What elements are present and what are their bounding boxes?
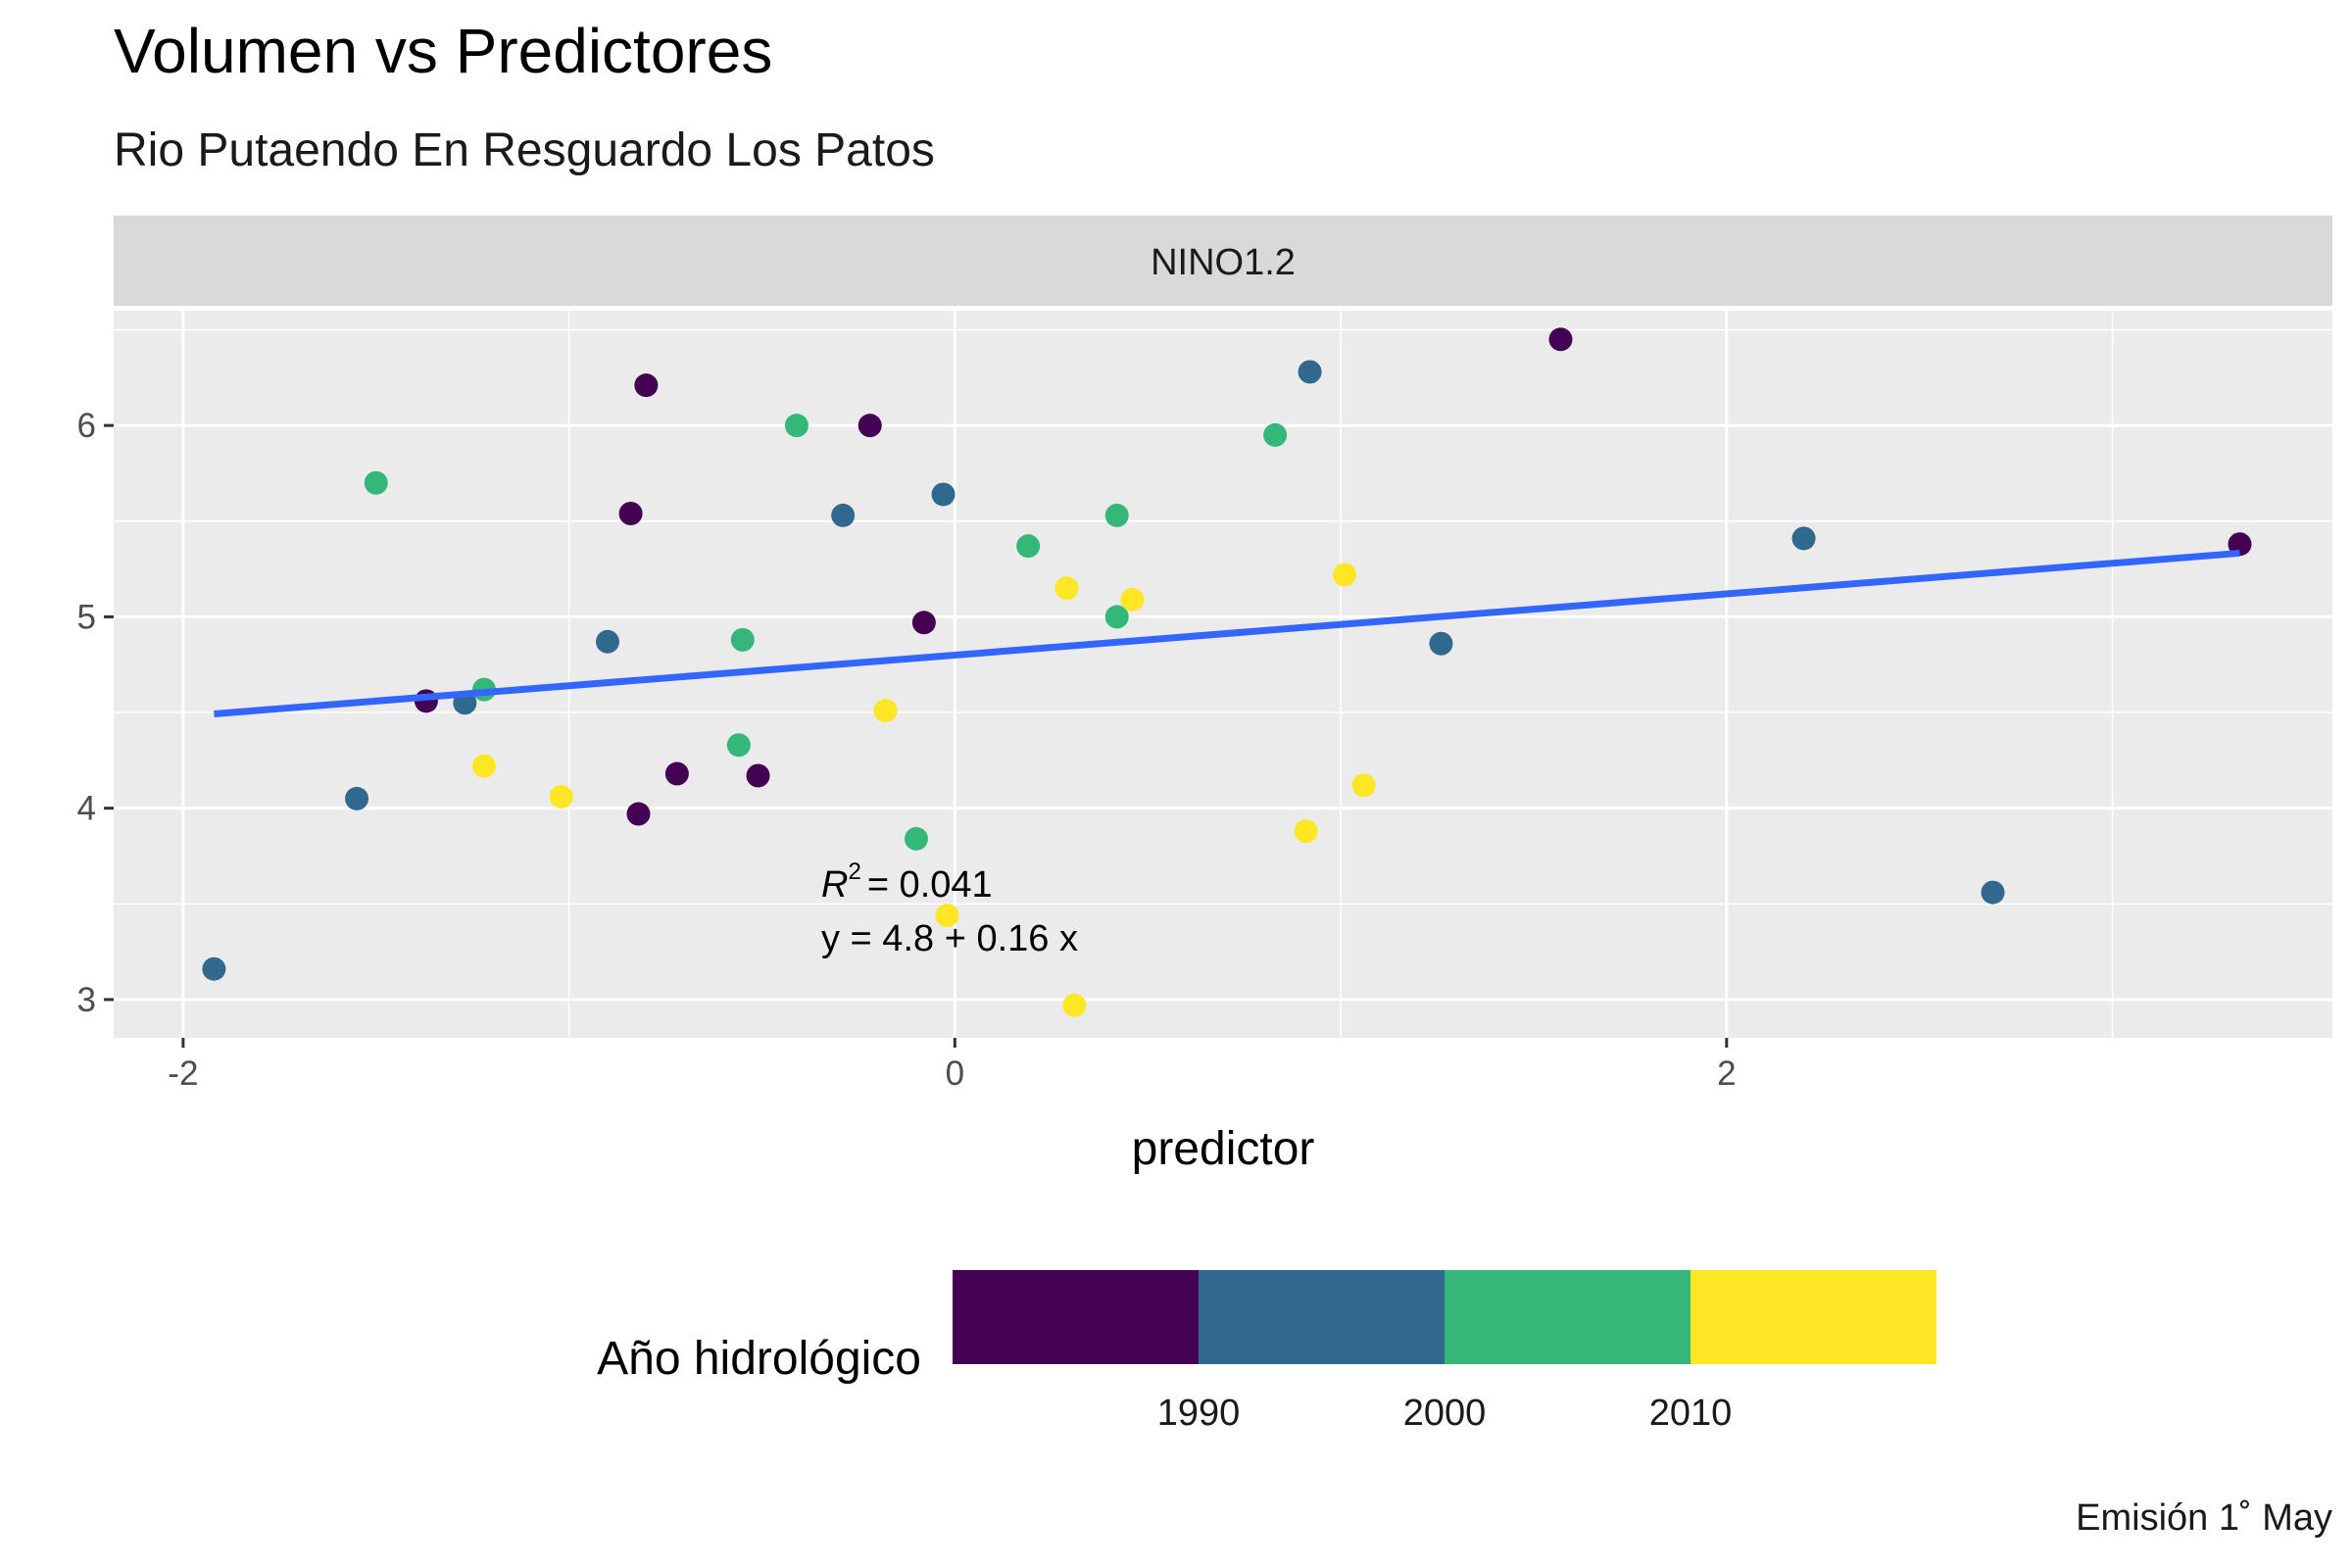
data-point <box>1333 563 1357 587</box>
data-point <box>746 763 770 788</box>
chart-subtitle: Rio Putaendo En Resguardo Los Patos <box>114 124 935 176</box>
data-point <box>345 786 369 810</box>
legend-swatch <box>1690 1270 1936 1364</box>
data-point <box>911 611 936 635</box>
facet-strip <box>114 216 2332 306</box>
data-point <box>1104 503 1129 527</box>
y-axis: 3 4 5 6 <box>77 407 114 1019</box>
data-point <box>904 826 928 851</box>
x-axis-title: predictor <box>1132 1123 1315 1175</box>
y-tick-label: 3 <box>77 981 96 1019</box>
data-point <box>1294 819 1318 844</box>
legend-swatch <box>953 1270 1199 1364</box>
data-point <box>1791 526 1816 551</box>
data-point <box>1429 631 1453 656</box>
regression-annotation: R2 = 0.041 y = 4.8 + 0.16 x <box>821 858 1078 959</box>
regression-line <box>214 549 2240 717</box>
data-point <box>2228 532 2252 557</box>
data-point <box>784 414 808 438</box>
legend-swatch <box>1445 1270 1690 1364</box>
regression-equation: y = 4.8 + 0.16 x <box>821 918 1078 959</box>
data-point <box>1016 534 1041 559</box>
legend-label: 2000 <box>1403 1393 1487 1434</box>
legend-colorbar <box>953 1270 1936 1364</box>
data-point <box>931 482 956 507</box>
x-tick-label: 2 <box>1717 1054 1736 1093</box>
data-point <box>1351 773 1376 798</box>
data-point <box>1981 880 2005 905</box>
data-point <box>1054 576 1079 601</box>
data-point <box>1548 327 1573 352</box>
data-point <box>1104 605 1129 629</box>
legend-title: Año hidrológico <box>597 1333 921 1385</box>
data-point <box>1298 360 1322 384</box>
y-tick-label: 4 <box>77 790 96 828</box>
data-point <box>935 904 959 928</box>
data-point <box>730 627 755 652</box>
data-point <box>626 802 651 826</box>
data-point <box>1263 422 1288 447</box>
data-point <box>202 956 226 981</box>
x-axis: -2 0 2 <box>168 1038 1737 1093</box>
minor-gridlines <box>114 311 2332 1038</box>
data-point <box>1120 587 1145 612</box>
x-tick-label: 0 <box>946 1054 964 1093</box>
legend-label: 2010 <box>1649 1393 1733 1434</box>
major-gridlines <box>114 311 2332 1038</box>
y-tick-label: 6 <box>77 407 96 445</box>
data-point <box>364 470 388 495</box>
data-point <box>471 754 496 778</box>
y-tick-label: 5 <box>77 598 96 636</box>
data-point <box>831 503 856 527</box>
data-point <box>1062 993 1087 1017</box>
facet-strip-label: NINO1.2 <box>1151 242 1296 283</box>
data-points <box>202 327 2252 1017</box>
caption: Emisión 1˚ May <box>2076 1497 2332 1539</box>
legend-swatch <box>1199 1270 1445 1364</box>
data-point <box>873 699 898 723</box>
data-point <box>858 414 882 438</box>
plot-panel <box>114 311 2332 1038</box>
data-point <box>549 784 573 808</box>
r-squared-label: R2 = 0.041 <box>821 858 993 906</box>
legend-labels: 1990 2000 2010 <box>1157 1393 1733 1434</box>
data-point <box>595 629 619 654</box>
data-point <box>618 501 643 525</box>
data-point <box>726 733 751 758</box>
x-tick-label: -2 <box>168 1054 198 1093</box>
data-point <box>664 761 689 786</box>
chart-title: Volumen vs Predictores <box>114 16 773 86</box>
data-point <box>634 373 659 398</box>
regression-line-group <box>214 549 2240 717</box>
legend-label: 1990 <box>1157 1393 1241 1434</box>
